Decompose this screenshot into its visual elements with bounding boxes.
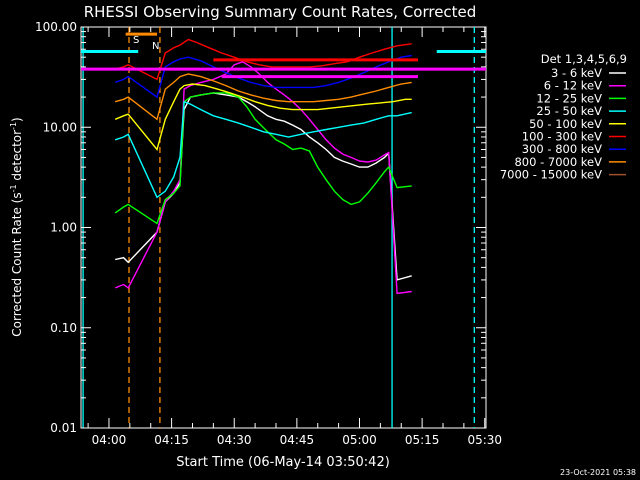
x-tick-label-3: 04:45: [280, 433, 315, 447]
legend-label-7: 800 - 7000 keV: [514, 155, 602, 169]
y-tick-label-0: 0.01: [50, 421, 77, 435]
marker-label-S: S: [133, 35, 139, 46]
series-line-2: [114, 92, 412, 225]
y-tick-label-3: 10.00: [43, 120, 77, 134]
x-tick-label-1: 04:15: [154, 433, 189, 447]
series-line-4: [114, 83, 412, 151]
legend-label-5: 100 - 300 keV: [522, 130, 602, 144]
x-axis-label: Start Time (06-May-14 03:50:42): [176, 455, 390, 470]
x-tick-label-0: 04:00: [92, 433, 127, 447]
series-line-5: [115, 38, 412, 81]
x-tick-label-4: 05:00: [342, 433, 377, 447]
series-line-6: [114, 54, 412, 99]
y-axis-label: Corrected Count Rate (s-1 detector-1): [9, 117, 24, 336]
legend-label-8: 7000 - 15000 keV: [500, 168, 602, 182]
x-tick-label-2: 04:30: [217, 433, 252, 447]
y-axis-label-end: ): [10, 117, 24, 122]
y-axis-label-main: Corrected Count Rate (s: [10, 192, 24, 336]
legend-label-0: 3 - 6 keV: [551, 66, 602, 80]
legend-label-4: 50 - 100 keV: [529, 117, 602, 131]
marker-label-N: N: [152, 41, 159, 52]
legend-label-1: 6 - 12 keV: [544, 79, 602, 93]
y-tick-label-4: 100.00: [35, 20, 77, 34]
legend-title: Det 1,3,4,5,6,9: [541, 52, 627, 66]
x-tick-label-6: 05:30: [467, 433, 502, 447]
y-tick-label-1: 0.10: [50, 321, 77, 335]
legend-label-2: 12 - 25 keV: [536, 91, 602, 105]
y-tick-label-2: 1.00: [50, 221, 77, 235]
data-layer: SN: [81, 27, 486, 428]
series-line-3: [114, 100, 412, 199]
legend-label-6: 300 - 800 keV: [522, 142, 602, 156]
series-line-7: [115, 73, 412, 121]
axes-layer: 0.01 0.10 1.00 10.00 100.00 04:00 04:15 04:30 04…: [35, 20, 502, 447]
y-axis-label-mid: detector: [10, 130, 24, 185]
footer-date: 23-Oct-2021 05:38: [560, 468, 636, 477]
y-axis-label-exp1: -1: [9, 184, 18, 192]
legend-label-3: 25 - 50 keV: [536, 104, 602, 118]
series-line-1: [114, 61, 412, 295]
chart-title: RHESSI Observing Summary Count Rates, Co…: [84, 3, 477, 21]
y-axis-label-exp2: -1: [9, 122, 18, 130]
x-tick-label-5: 05:15: [405, 433, 440, 447]
